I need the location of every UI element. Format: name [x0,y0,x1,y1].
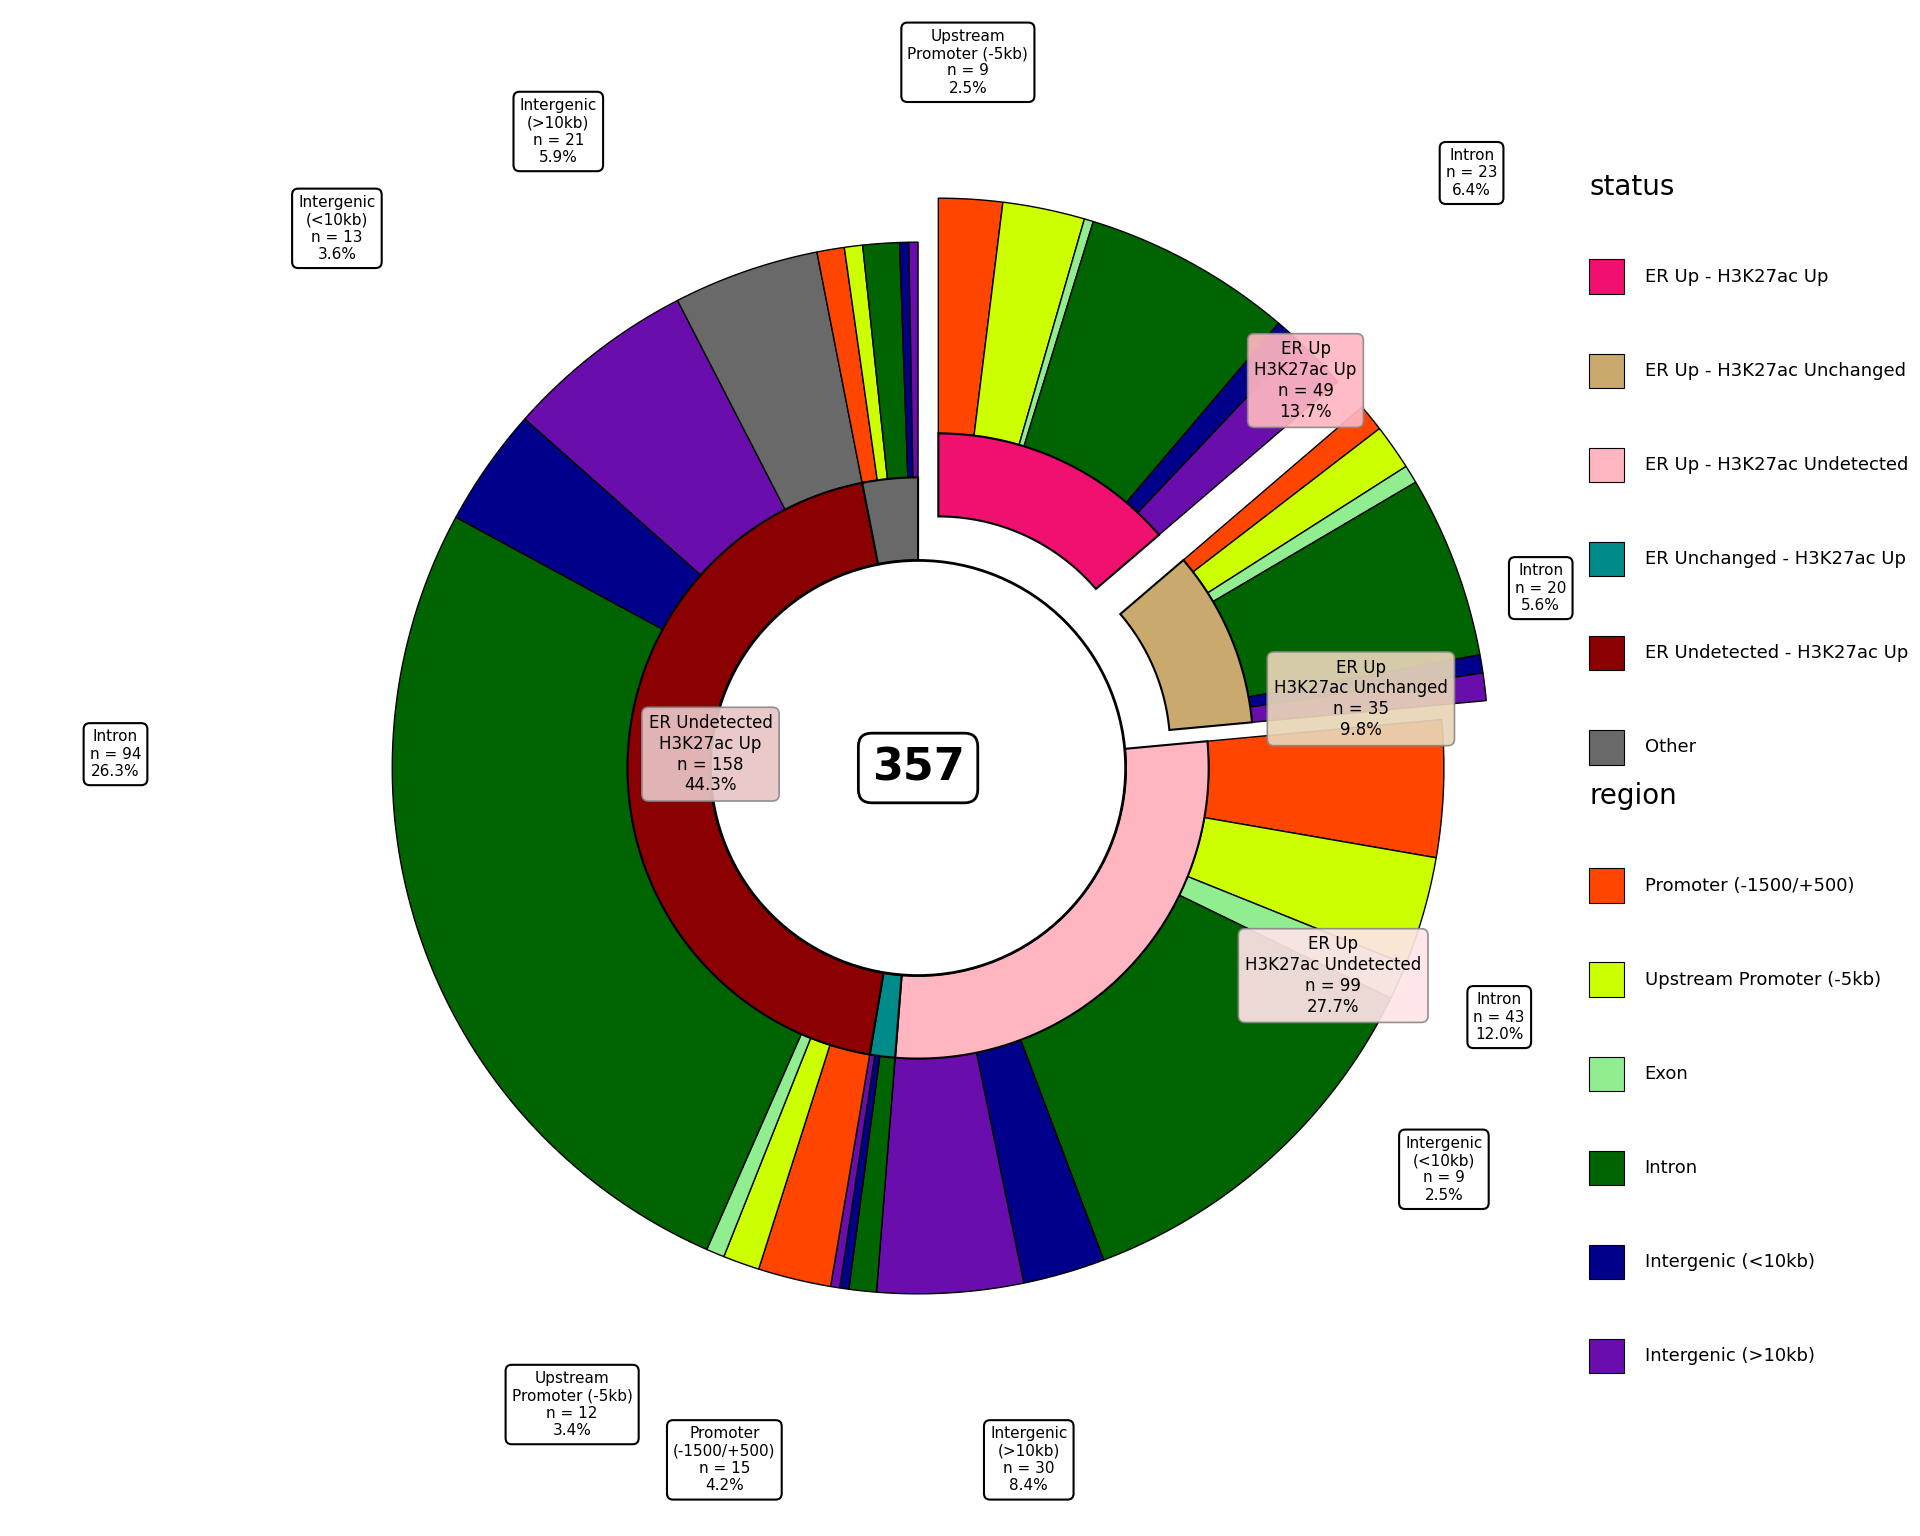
Text: Intron
n = 20
5.6%: Intron n = 20 5.6% [1515,564,1567,613]
Text: Upstream
Promoter (-5kb)
n = 12
3.4%: Upstream Promoter (-5kb) n = 12 3.4% [513,1372,632,1438]
Text: ER Up - H3K27ac Undetected: ER Up - H3K27ac Undetected [1645,456,1908,475]
Text: Promoter
(-1500/+500)
n = 15
4.2%: Promoter (-1500/+500) n = 15 4.2% [674,1427,776,1493]
Text: region: region [1590,782,1676,809]
Polygon shape [1188,817,1436,965]
Text: ER Undetected
H3K27ac Up
n = 158
44.3%: ER Undetected H3K27ac Up n = 158 44.3% [649,714,772,794]
Polygon shape [1213,482,1480,697]
Text: Intron
n = 94
26.3%: Intron n = 94 26.3% [90,730,142,779]
Polygon shape [1139,341,1338,535]
Text: Exon: Exon [1645,1064,1688,1083]
Text: ER Up
H3K27ac Undetected
n = 99
27.7%: ER Up H3K27ac Undetected n = 99 27.7% [1244,935,1421,1015]
Polygon shape [1204,719,1444,857]
Polygon shape [839,1055,879,1289]
Polygon shape [678,252,862,510]
Text: Intron
n = 43
12.0%: Intron n = 43 12.0% [1473,992,1524,1041]
Text: Intergenic
(<10kb)
n = 9
2.5%: Intergenic (<10kb) n = 9 2.5% [1405,1135,1482,1203]
Polygon shape [895,742,1210,1058]
Text: Other: Other [1645,739,1695,756]
Text: ER Up - H3K27ac Up: ER Up - H3K27ac Up [1645,267,1828,286]
Text: Intron
n = 23
6.4%: Intron n = 23 6.4% [1446,147,1498,198]
Polygon shape [977,1040,1104,1283]
Polygon shape [1127,323,1300,513]
Text: ER Up
H3K27ac Up
n = 49
13.7%: ER Up H3K27ac Up n = 49 13.7% [1254,341,1357,421]
Polygon shape [862,478,918,564]
Text: 357: 357 [872,746,964,790]
Polygon shape [870,972,902,1058]
Text: ER Up
H3K27ac Unchanged
n = 35
9.8%: ER Up H3K27ac Unchanged n = 35 9.8% [1275,659,1448,739]
Polygon shape [900,243,912,478]
Polygon shape [1183,407,1379,571]
Polygon shape [849,1057,895,1292]
Text: Intergenic (<10kb): Intergenic (<10kb) [1645,1253,1814,1270]
Polygon shape [1020,220,1092,447]
Bar [1590,636,1624,670]
Text: Intron: Intron [1645,1158,1697,1177]
Polygon shape [392,518,801,1249]
Bar [1590,447,1624,482]
Polygon shape [845,246,887,481]
Polygon shape [758,1044,870,1287]
Text: Intergenic
(>10kb)
n = 21
5.9%: Intergenic (>10kb) n = 21 5.9% [520,98,597,164]
Bar [1590,542,1624,576]
Circle shape [710,561,1125,975]
Polygon shape [1208,467,1415,602]
Text: ER Up - H3K27ac Unchanged: ER Up - H3K27ac Unchanged [1645,362,1905,379]
Polygon shape [862,243,908,479]
Bar [1590,1244,1624,1279]
Bar [1590,1057,1624,1091]
Polygon shape [816,247,877,482]
Polygon shape [1250,673,1486,722]
Polygon shape [939,433,1160,588]
Polygon shape [1023,221,1279,502]
Text: Promoter (-1500/+500): Promoter (-1500/+500) [1645,877,1855,894]
Bar [1590,1339,1624,1373]
Text: Upstream
Promoter (-5kb)
n = 9
2.5%: Upstream Promoter (-5kb) n = 9 2.5% [908,29,1029,95]
Polygon shape [973,203,1085,445]
Polygon shape [939,198,1002,436]
Polygon shape [1021,895,1390,1260]
Text: Intergenic
(<10kb)
n = 13
3.6%: Intergenic (<10kb) n = 13 3.6% [298,195,376,263]
Text: Upstream Promoter (-5kb): Upstream Promoter (-5kb) [1645,971,1882,989]
Polygon shape [455,419,701,630]
Polygon shape [707,1034,810,1256]
Bar [1590,353,1624,389]
Text: ER Unchanged - H3K27ac Up: ER Unchanged - H3K27ac Up [1645,550,1905,568]
Polygon shape [1192,429,1405,593]
Text: status: status [1590,174,1674,201]
Polygon shape [524,301,785,574]
Bar [1590,1150,1624,1186]
Bar [1590,730,1624,765]
Text: Intergenic
(>10kb)
n = 30
8.4%: Intergenic (>10kb) n = 30 8.4% [991,1427,1068,1493]
Polygon shape [831,1055,876,1289]
Bar [1590,963,1624,997]
Text: Intergenic (>10kb): Intergenic (>10kb) [1645,1347,1814,1366]
Polygon shape [1179,877,1405,998]
Polygon shape [628,482,883,1055]
Bar [1590,868,1624,903]
Polygon shape [1119,561,1252,730]
Polygon shape [908,243,918,478]
Bar [1590,260,1624,293]
Polygon shape [1248,654,1482,707]
Text: ER Undetected - H3K27ac Up: ER Undetected - H3K27ac Up [1645,644,1908,662]
Polygon shape [724,1038,829,1269]
Polygon shape [876,1052,1023,1293]
